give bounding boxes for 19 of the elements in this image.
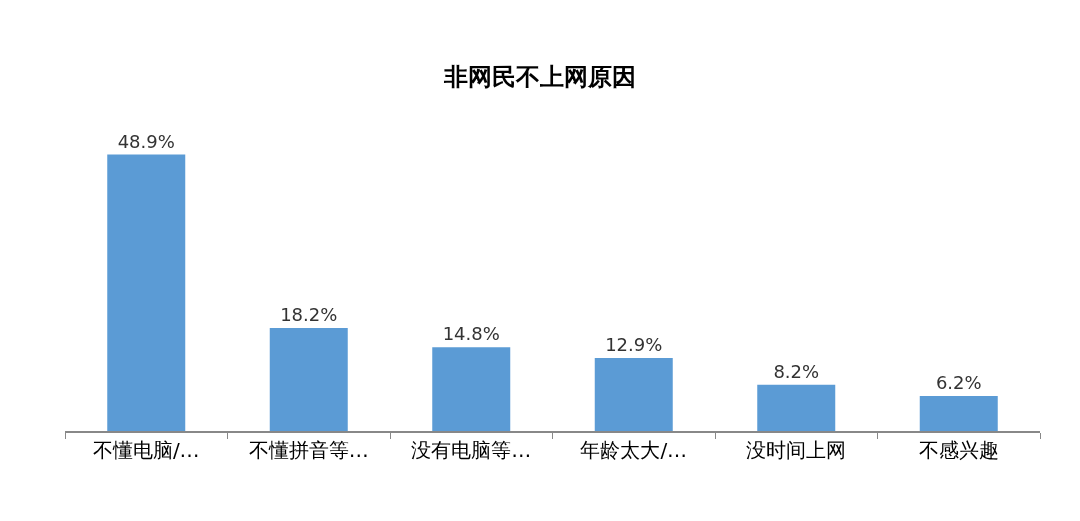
bar bbox=[919, 395, 998, 431]
data-label: 8.2% bbox=[773, 360, 820, 382]
bar bbox=[757, 384, 836, 431]
bar bbox=[594, 358, 673, 431]
data-label: 6.2% bbox=[935, 371, 982, 393]
data-label: 12.9% bbox=[605, 334, 663, 356]
x-tick-label: 没有电脑等… bbox=[411, 437, 532, 462]
x-tick-label: 没时间上网 bbox=[746, 437, 847, 462]
data-label: 48.9% bbox=[117, 130, 175, 152]
x-tick-label: 不懂电脑/… bbox=[92, 437, 200, 462]
chart-title: 非网民不上网原因 bbox=[443, 62, 636, 91]
data-label: 18.2% bbox=[280, 304, 338, 326]
x-tick-label: 不懂拼音等… bbox=[248, 437, 369, 462]
bar bbox=[269, 328, 348, 431]
x-tick-label: 不感兴趣 bbox=[918, 437, 999, 462]
bar bbox=[432, 347, 511, 431]
data-label: 14.8% bbox=[442, 323, 500, 345]
bar bbox=[107, 154, 186, 431]
x-tick-label: 年龄太大/… bbox=[580, 437, 688, 462]
